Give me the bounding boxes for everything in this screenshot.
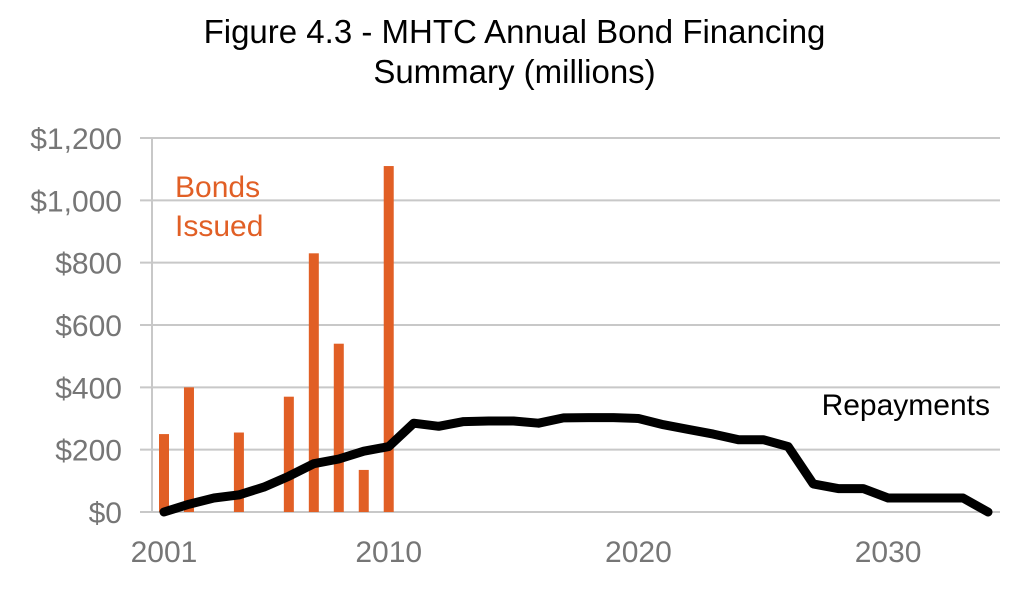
annotations: Bonds Issued Repayments bbox=[175, 171, 990, 422]
y-tick-label: $800 bbox=[55, 248, 122, 281]
repayments-point bbox=[662, 424, 664, 426]
chart-title: Figure 4.3 - MHTC Annual Bond Financing … bbox=[0, 12, 1029, 92]
repayments-point bbox=[488, 420, 490, 422]
repayments-point bbox=[338, 458, 340, 460]
repayments-point bbox=[313, 463, 315, 465]
repayments-point bbox=[862, 488, 864, 490]
chart-title-line-1: Figure 4.3 - MHTC Annual Bond Financing bbox=[203, 13, 826, 50]
x-tick-label: 2001 bbox=[131, 536, 198, 569]
repayments-point bbox=[987, 511, 989, 513]
bonds-issued-bars bbox=[159, 166, 394, 513]
y-tick-label: $600 bbox=[55, 310, 122, 343]
repayments-line bbox=[159, 413, 993, 517]
x-axis-ticks: 2001 2010 2020 2030 bbox=[131, 536, 922, 569]
repayments-point bbox=[213, 497, 215, 499]
repayments-point bbox=[687, 428, 689, 430]
bonds-issued-bar bbox=[283, 396, 294, 512]
repayments-point bbox=[737, 439, 739, 441]
y-tick-label: $0 bbox=[89, 497, 122, 530]
repayments-point bbox=[188, 503, 190, 505]
repayments-point bbox=[563, 417, 565, 419]
repayments-point bbox=[263, 486, 265, 488]
repayments-point bbox=[712, 433, 714, 435]
repayments-point bbox=[163, 511, 165, 513]
bonds-issued-bar bbox=[183, 387, 194, 512]
repayments-label: Repayments bbox=[822, 389, 990, 422]
y-axis-ticks: $0 $200 $400 $600 $800 $1,000 $1,200 bbox=[30, 123, 122, 530]
y-tick-label: $1,200 bbox=[30, 123, 122, 156]
bonds-issued-label-line-1: Bonds bbox=[175, 171, 260, 204]
y-tick-label: $200 bbox=[55, 435, 122, 468]
repayments-point bbox=[612, 417, 614, 419]
repayments-point bbox=[937, 497, 939, 499]
repayments-point bbox=[587, 417, 589, 419]
repayments-point bbox=[962, 497, 964, 499]
bonds-issued-bar bbox=[333, 343, 344, 512]
repayments-point bbox=[887, 497, 889, 499]
x-tick-label: 2010 bbox=[355, 536, 422, 569]
repayments-point bbox=[413, 422, 415, 424]
x-tick-label: 2020 bbox=[605, 536, 672, 569]
repayments-point bbox=[513, 420, 515, 422]
repayments-point bbox=[238, 494, 240, 496]
repayments-point bbox=[637, 418, 639, 419]
chart-title-line-2: Summary (millions) bbox=[373, 53, 656, 90]
bonds-issued-bar bbox=[383, 166, 394, 513]
bonds-issued-bar bbox=[358, 469, 369, 512]
repayments-point bbox=[363, 450, 365, 452]
repayments-point bbox=[837, 488, 839, 490]
x-tick-label: 2030 bbox=[855, 536, 922, 569]
repayments-point bbox=[762, 439, 764, 441]
repayments-point bbox=[438, 425, 440, 427]
gridlines bbox=[140, 137, 1000, 513]
y-tick-label: $1,000 bbox=[30, 185, 122, 218]
bonds-issued-bar bbox=[159, 434, 169, 512]
y-tick-label: $400 bbox=[55, 372, 122, 405]
repayments-point bbox=[912, 497, 914, 499]
bonds-issued-bar bbox=[233, 432, 244, 512]
repayments-point bbox=[288, 475, 290, 477]
repayments-point bbox=[463, 421, 465, 423]
repayments-point bbox=[787, 446, 789, 448]
repayments-point bbox=[812, 483, 814, 485]
repayments-series bbox=[159, 413, 993, 517]
repayments-point bbox=[388, 446, 390, 448]
bonds-issued-label-line-2: Issued bbox=[175, 210, 263, 243]
repayments-point bbox=[538, 422, 540, 424]
bonds-issued-bar bbox=[308, 253, 319, 513]
